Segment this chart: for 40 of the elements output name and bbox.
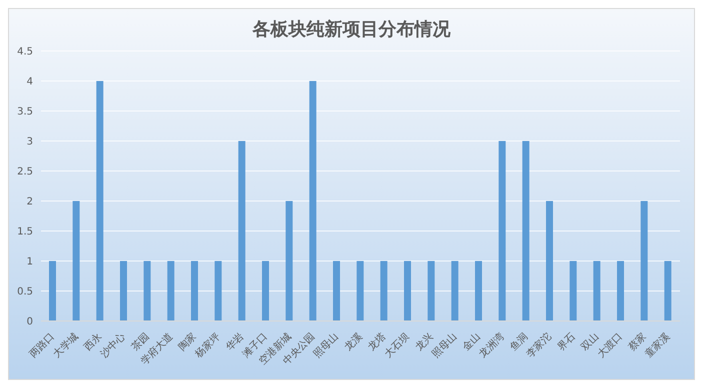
chart-title: 各板块纯新项目分布情况 (251, 18, 452, 42)
bar (286, 201, 293, 321)
bar (72, 201, 80, 321)
bar (475, 261, 482, 321)
y-tick-label: 1.5 (17, 226, 33, 238)
bar (191, 261, 198, 321)
bar (49, 261, 56, 321)
y-tick-label: 4 (26, 76, 33, 88)
bar (120, 261, 127, 321)
y-tick-label: 3 (26, 136, 33, 148)
bar (570, 261, 577, 321)
bar (451, 261, 458, 321)
bar (309, 81, 316, 321)
bar (428, 261, 435, 321)
y-tick-label: 0 (26, 316, 33, 328)
bar (522, 141, 530, 321)
bar (617, 261, 624, 321)
y-tick-label: 3.5 (17, 106, 33, 118)
y-tick-label: 1 (26, 256, 33, 268)
bar (498, 141, 506, 321)
bar (333, 261, 340, 321)
bar (356, 261, 364, 321)
bar (167, 261, 174, 321)
bar (238, 141, 246, 321)
bar (262, 261, 269, 321)
bar (214, 261, 222, 321)
x-tick-label: 界石 (556, 331, 578, 354)
x-tick-label: 龙溪 (342, 330, 365, 354)
bar (380, 261, 388, 321)
bar (144, 261, 151, 321)
y-tick-label: 4.5 (17, 46, 33, 58)
bar (664, 261, 672, 321)
bar (546, 201, 553, 321)
y-tick-label: 0.5 (17, 286, 33, 298)
bar (593, 261, 600, 321)
bar (640, 201, 648, 321)
bar (96, 81, 104, 321)
y-tick-label: 2 (26, 196, 33, 208)
bar (404, 261, 411, 321)
y-tick-label: 2.5 (17, 166, 33, 178)
